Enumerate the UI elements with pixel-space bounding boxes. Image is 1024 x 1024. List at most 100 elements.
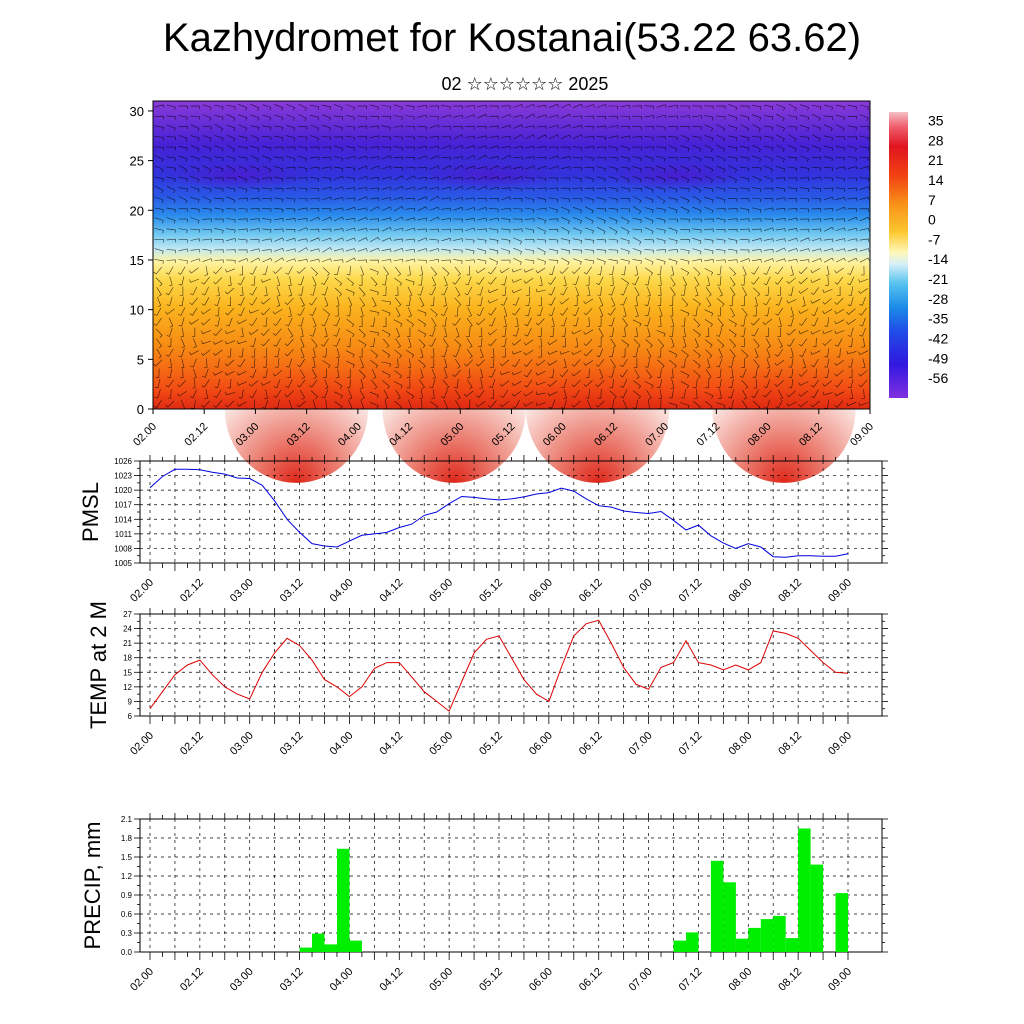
wind-barb <box>668 197 678 203</box>
wind-barb <box>668 165 678 173</box>
wind-barb <box>742 389 748 400</box>
wind-barb <box>214 358 220 368</box>
wind-barb <box>823 115 833 120</box>
wind-barb <box>536 197 547 203</box>
wind-barb <box>417 309 427 317</box>
wind-barb <box>728 259 738 263</box>
wind-barb <box>357 196 368 201</box>
wind-barb <box>297 207 308 212</box>
wind-barb <box>596 208 606 213</box>
wind-barb <box>166 296 173 306</box>
wind-barb <box>157 296 162 307</box>
wind-barb <box>286 104 295 111</box>
wind-barb <box>429 379 436 389</box>
wind-barb <box>751 277 760 285</box>
wind-barb <box>334 277 343 287</box>
wind-barb <box>262 218 272 223</box>
wind-barb <box>489 258 499 265</box>
wind-barb <box>262 114 272 121</box>
wind-barb <box>561 134 571 139</box>
wind-barb <box>822 289 833 293</box>
wind-barb <box>204 265 208 276</box>
wind-barb <box>393 196 404 201</box>
wind-barb <box>214 156 224 162</box>
wind-barb <box>405 238 416 243</box>
wind-barb <box>430 358 435 368</box>
wind-barb <box>369 402 379 409</box>
wind-barb <box>225 307 234 316</box>
wind-barb <box>214 228 224 234</box>
wind-barb <box>811 358 819 368</box>
wind-barb <box>284 349 294 357</box>
wind-barb <box>740 146 750 152</box>
wind-barb <box>704 238 714 244</box>
wind-barb <box>226 144 235 153</box>
wind-barb <box>489 238 499 244</box>
wind-barb <box>238 348 244 358</box>
wind-barb <box>249 266 257 275</box>
wind-barb <box>656 176 666 183</box>
wind-barb <box>548 276 557 285</box>
wind-barb <box>227 378 232 389</box>
wind-barb <box>575 286 580 297</box>
wind-barb <box>584 197 594 203</box>
wind-barb <box>799 228 810 233</box>
wind-barb <box>583 360 594 366</box>
wind-barb <box>740 258 751 262</box>
wind-barb <box>273 187 284 192</box>
wind-barb <box>154 389 161 399</box>
wind-barb <box>680 126 690 130</box>
wind-barb <box>572 238 582 244</box>
wind-barb <box>226 228 236 234</box>
wind-barb <box>214 104 224 111</box>
wind-barb <box>620 379 628 388</box>
wind-barb <box>787 228 798 232</box>
wind-barb <box>287 368 291 378</box>
wind-barb <box>260 308 270 316</box>
wind-barb <box>455 286 461 297</box>
wind-barb <box>511 350 522 355</box>
wind-barb <box>835 238 846 242</box>
wind-barb <box>466 318 473 328</box>
wind-barb <box>178 115 188 121</box>
wind-barb <box>620 156 630 162</box>
wind-barb <box>334 287 342 297</box>
wind-barb <box>178 208 188 212</box>
wind-barb <box>716 105 726 110</box>
wind-barb <box>834 379 843 388</box>
wind-barb <box>406 390 415 399</box>
wind-barb <box>596 348 604 358</box>
wind-barb <box>572 124 583 129</box>
colorbar-label--7: -7 <box>928 231 941 247</box>
wind-barb <box>680 105 690 110</box>
wind-barb <box>405 258 416 263</box>
wind-barb <box>559 350 570 355</box>
wind-barb <box>680 239 690 243</box>
wind-barb <box>525 113 536 119</box>
wind-barb <box>728 389 734 399</box>
wind-barb <box>393 206 404 212</box>
wind-barb <box>656 217 666 224</box>
wind-barb <box>261 399 269 409</box>
wind-barb <box>309 258 320 263</box>
wind-barb <box>345 115 355 121</box>
wind-barb <box>418 276 423 286</box>
wind-barb <box>166 217 176 224</box>
wind-barb <box>571 370 581 377</box>
wind-barb <box>823 226 834 232</box>
wind-barb <box>609 390 617 400</box>
wind-barb <box>166 136 176 141</box>
wind-barb <box>704 228 714 233</box>
wind-barb <box>501 337 507 348</box>
wind-barb <box>359 297 366 308</box>
wind-barb <box>523 277 534 284</box>
wind-barb <box>179 286 184 296</box>
wind-barb <box>559 266 569 275</box>
wind-barb <box>276 296 281 307</box>
wind-barb <box>632 146 642 151</box>
wind-barb <box>419 297 425 307</box>
wind-barb <box>500 218 511 223</box>
wind-barb <box>861 337 865 348</box>
wind-barb <box>798 266 808 275</box>
wind-barb <box>214 187 224 193</box>
